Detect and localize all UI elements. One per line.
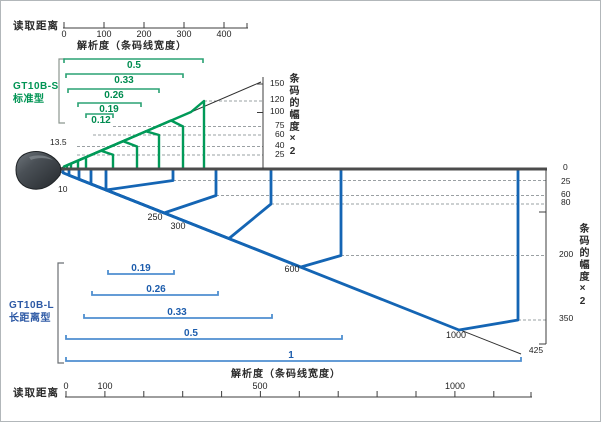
gt10bs-group-bracket bbox=[58, 58, 65, 124]
bottom-axis-title: 读取距离 bbox=[13, 387, 59, 399]
lright-tick-60: 60 bbox=[561, 189, 571, 199]
uright-tick-75: 75 bbox=[275, 120, 285, 130]
top-axis-tick-300: 300 bbox=[176, 29, 192, 39]
beam-label-250: 250 bbox=[147, 212, 163, 222]
gt10bl-bracket-label-033: 0.33 bbox=[167, 307, 187, 318]
scanner-device bbox=[15, 151, 62, 190]
beam-label-1000: 1000 bbox=[445, 330, 467, 340]
lright-tick-25: 25 bbox=[561, 176, 571, 186]
lright-tick-80: 80 bbox=[561, 197, 571, 207]
gt10bs-resolution-brackets bbox=[63, 58, 204, 118]
gt10bs-bracket-label-026: 0.26 bbox=[104, 90, 124, 101]
gt10bl-bracket-label-026: 0.26 bbox=[146, 284, 166, 295]
gt10bs-range-polylines bbox=[62, 99, 206, 169]
uright-tick-25: 25 bbox=[275, 149, 285, 159]
gt10bs-model-label: GT10B-S bbox=[13, 81, 59, 92]
gt10bs-type-label: 标准型 bbox=[13, 94, 45, 105]
gt10bl-range-polylines bbox=[61, 169, 520, 332]
gt10bl-bracket-label-1: 1 bbox=[288, 350, 294, 361]
gt10bl-group-bracket bbox=[57, 262, 64, 364]
bottom-axis-tick-100: 100 bbox=[97, 381, 113, 391]
uright-tick-150: 150 bbox=[270, 78, 285, 88]
bottom-axis-tick-1000: 1000 bbox=[444, 381, 466, 391]
gt10bs-bracket-label-012: 0.12 bbox=[91, 115, 111, 126]
beam-label-300: 300 bbox=[170, 221, 186, 231]
lright-axis-title: 条码的幅度×2 bbox=[577, 223, 588, 309]
beam-label-600: 600 bbox=[284, 264, 300, 274]
top-resolution-axis-title: 解析度（条码线宽度） bbox=[77, 41, 187, 52]
uright-tick-60: 60 bbox=[275, 129, 285, 139]
gt10bs-bracket-label-05: 0.5 bbox=[127, 60, 141, 71]
upper-right-axis bbox=[257, 77, 264, 169]
bottom-axis bbox=[65, 391, 532, 398]
lright-end-label-425: 425 bbox=[528, 345, 544, 355]
lower-right-axis bbox=[539, 169, 547, 345]
top-axis-title: 读取距离 bbox=[13, 20, 59, 32]
gt10bl-model-label: GT10B-L bbox=[9, 300, 55, 311]
uright-tick-120: 120 bbox=[270, 94, 285, 104]
lright-tick-350: 350 bbox=[559, 313, 574, 323]
bottom-resolution-axis-title: 解析度（条码线宽度） bbox=[231, 369, 341, 380]
gt10bl-resolution-brackets bbox=[65, 270, 522, 362]
top-axis-tick-200: 200 bbox=[136, 29, 152, 39]
top-axis-tick-100: 100 bbox=[96, 29, 112, 39]
gt10bl-bracket-label-019: 0.19 bbox=[131, 263, 151, 274]
top-axis-tick-0: 0 bbox=[61, 29, 67, 39]
near-distance-label-standard: 13.5 bbox=[50, 137, 67, 147]
lright-tick-0: 0 bbox=[563, 162, 568, 172]
lower-dashed-gridlines bbox=[173, 180, 546, 321]
gt10bl-type-label: 长距离型 bbox=[9, 313, 51, 324]
gt10bs-bracket-label-033: 0.33 bbox=[114, 75, 134, 86]
top-axis-tick-400: 400 bbox=[216, 29, 232, 39]
top-axis bbox=[63, 22, 248, 29]
gt10bs-bracket-label-019: 0.19 bbox=[99, 104, 119, 115]
bottom-axis-tick-0: 0 bbox=[63, 381, 69, 391]
bottom-axis-tick-500: 500 bbox=[252, 381, 268, 391]
gt10bl-bracket-label-05: 0.5 bbox=[184, 328, 198, 339]
lright-tick-200: 200 bbox=[559, 249, 574, 259]
uright-axis-title: 条码的幅度×2 bbox=[287, 73, 298, 159]
near-distance-label-long: 10 bbox=[58, 184, 68, 194]
uright-tick-100: 100 bbox=[270, 106, 285, 116]
uright-tick-40: 40 bbox=[275, 140, 285, 150]
scanner-device-highlight bbox=[29, 155, 53, 160]
